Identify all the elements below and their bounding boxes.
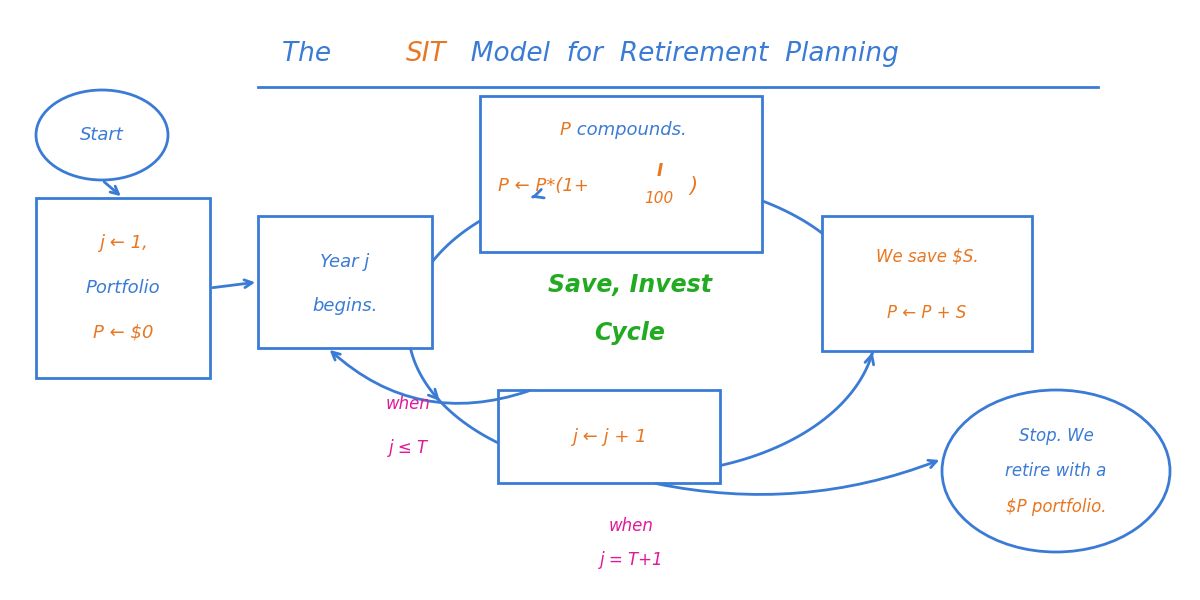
Text: Year j: Year j — [320, 253, 370, 271]
Text: Cycle: Cycle — [594, 321, 666, 345]
FancyBboxPatch shape — [36, 198, 210, 378]
FancyBboxPatch shape — [498, 390, 720, 483]
Text: Model  for  Retirement  Planning: Model for Retirement Planning — [454, 41, 899, 67]
Text: when: when — [608, 517, 654, 535]
Text: begins.: begins. — [312, 297, 378, 315]
Ellipse shape — [942, 390, 1170, 552]
Text: Save, Invest: Save, Invest — [548, 273, 712, 297]
Text: We save $S.: We save $S. — [876, 247, 978, 265]
Text: P ← P + S: P ← P + S — [887, 304, 967, 322]
Text: Start: Start — [80, 126, 124, 144]
Text: 100: 100 — [644, 191, 673, 206]
Text: $P portfolio.: $P portfolio. — [1006, 498, 1106, 516]
Ellipse shape — [36, 90, 168, 180]
Text: Stop. We: Stop. We — [1019, 427, 1093, 445]
Text: P ← $0: P ← $0 — [92, 324, 154, 342]
Text: j ← j + 1: j ← j + 1 — [571, 427, 647, 445]
Text: retire with a: retire with a — [1006, 462, 1106, 480]
Text: j ← 1,: j ← 1, — [98, 234, 148, 252]
FancyBboxPatch shape — [822, 216, 1032, 351]
Text: ): ) — [689, 176, 697, 196]
Text: The: The — [282, 41, 348, 67]
Text: Portfolio: Portfolio — [85, 279, 161, 297]
FancyBboxPatch shape — [258, 216, 432, 348]
Text: P: P — [559, 121, 570, 139]
Text: when: when — [385, 395, 431, 413]
Text: compounds.: compounds. — [571, 121, 686, 139]
Text: SIT: SIT — [406, 41, 446, 67]
Text: I: I — [656, 163, 664, 181]
Text: j ≤ T: j ≤ T — [389, 439, 427, 457]
Text: j = T+1: j = T+1 — [599, 551, 664, 569]
FancyBboxPatch shape — [480, 96, 762, 252]
Text: P ← P*(1+: P ← P*(1+ — [498, 178, 589, 196]
